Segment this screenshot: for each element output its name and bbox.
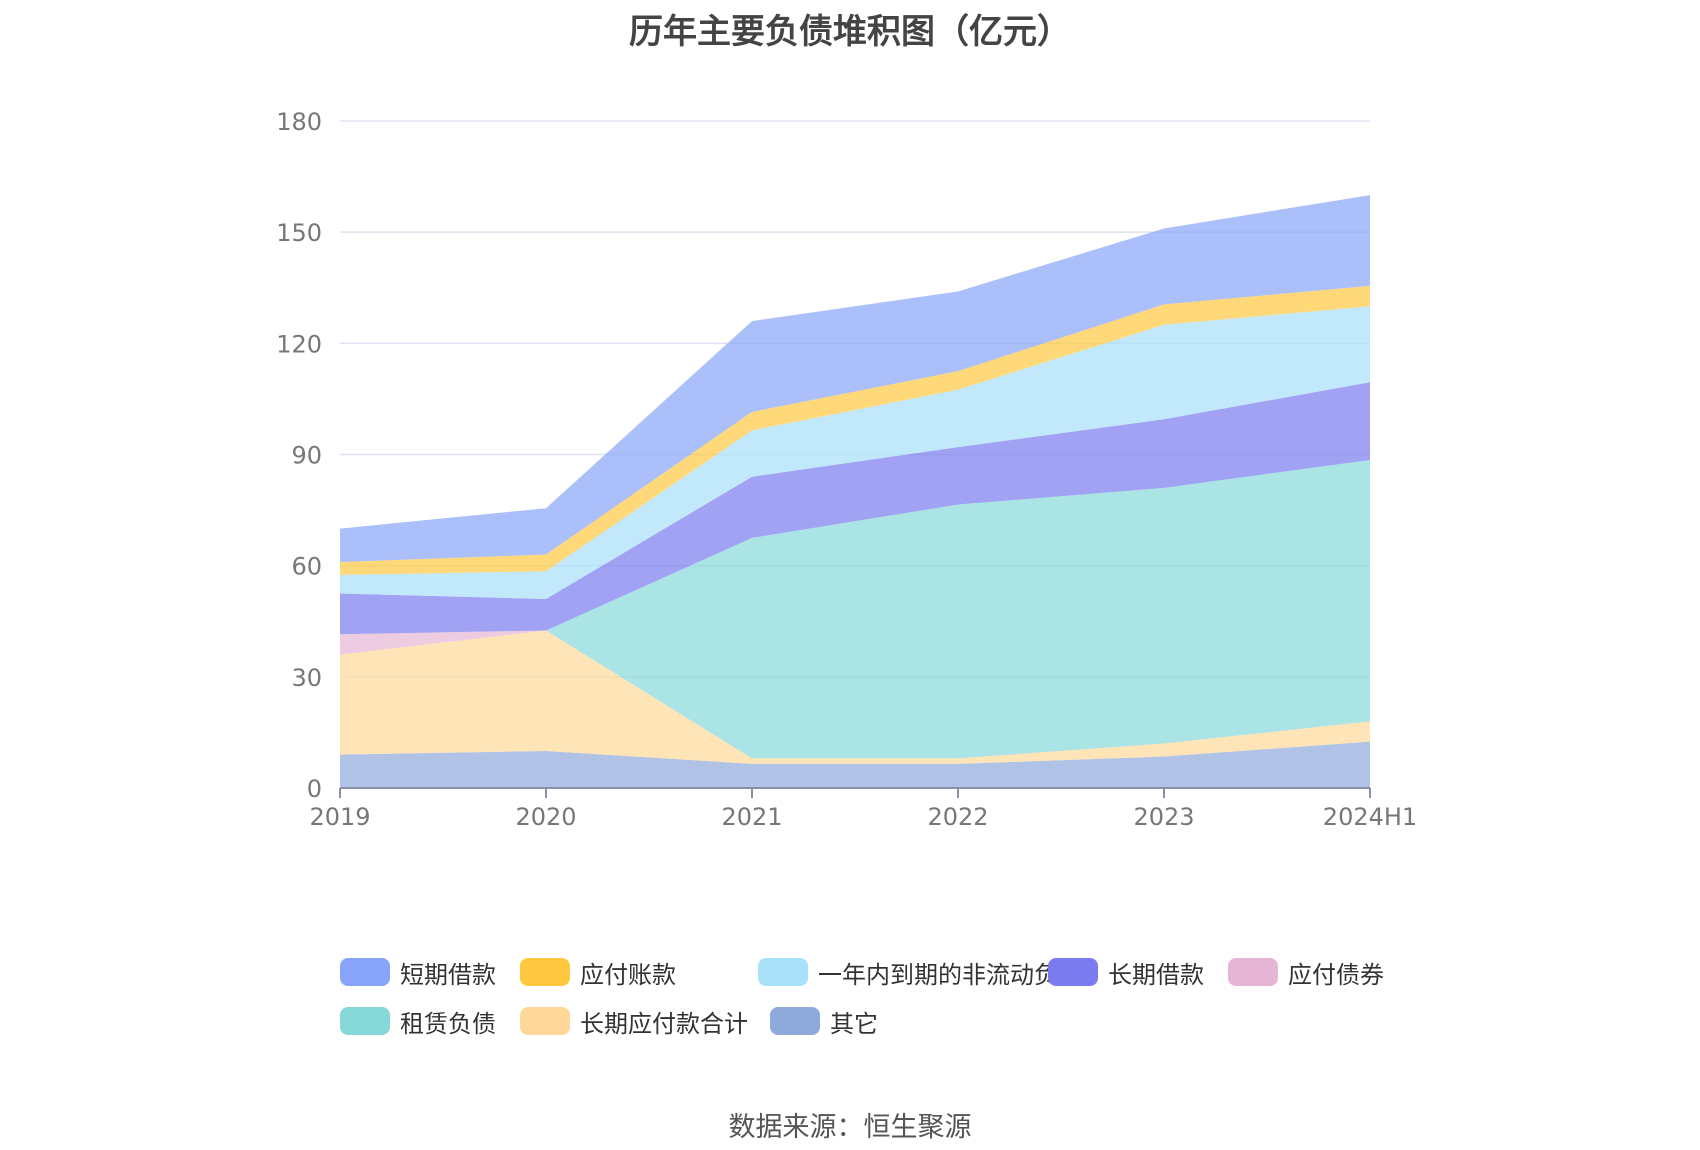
legend-item[interactable]: 一年内到期的非流动负债 bbox=[758, 955, 1082, 989]
y-tick-label: 60 bbox=[291, 553, 322, 581]
y-tick-label: 30 bbox=[291, 664, 322, 692]
x-tick-label: 2020 bbox=[515, 803, 576, 831]
area-series-长期借款 bbox=[340, 382, 1370, 635]
legend-swatch bbox=[758, 958, 808, 986]
legend-swatch bbox=[520, 1007, 570, 1035]
legend-item[interactable]: 长期借款 bbox=[1048, 955, 1204, 989]
y-tick-label: 90 bbox=[291, 442, 322, 470]
legend-label: 应付账款 bbox=[580, 960, 676, 989]
area-series-长期应付款合计 bbox=[340, 630, 1370, 764]
area-series-其它 bbox=[340, 741, 1370, 788]
legend-label: 长期应付款合计 bbox=[580, 1009, 748, 1038]
legend-swatch bbox=[1048, 958, 1098, 986]
area-series-短期借款 bbox=[340, 195, 1370, 562]
x-tick-label: 2023 bbox=[1133, 803, 1194, 831]
legend-swatch bbox=[340, 1007, 390, 1035]
legend-swatch bbox=[520, 958, 570, 986]
x-tick-label: 2021 bbox=[721, 803, 782, 831]
legend-label: 长期借款 bbox=[1108, 960, 1204, 989]
legend-label: 租赁负债 bbox=[400, 1009, 496, 1038]
data-source: 数据来源：恒生聚源 bbox=[728, 1112, 972, 1143]
y-tick-label: 150 bbox=[276, 219, 322, 247]
area-series-应付债券 bbox=[340, 460, 1370, 655]
area-series-应付账款 bbox=[340, 285, 1370, 575]
legend-swatch bbox=[340, 958, 390, 986]
legend-label: 其它 bbox=[830, 1009, 878, 1038]
axes: 0 30 60 90 120 150 180 2019 2020 2021 2022 2023 2024… bbox=[276, 108, 1417, 831]
legend-item[interactable]: 短期借款 bbox=[340, 955, 496, 989]
legend-swatch bbox=[770, 1007, 820, 1035]
legend-item[interactable]: 应付债券 bbox=[1228, 955, 1384, 989]
area-series-租赁负债 bbox=[340, 460, 1370, 759]
y-tick-label: 0 bbox=[307, 775, 322, 803]
chart-title: 历年主要负债堆积图（亿元） bbox=[629, 12, 1071, 52]
area-series-一年内到期的非流动负债 bbox=[340, 306, 1370, 600]
y-tick-label: 180 bbox=[276, 108, 322, 136]
legend-item[interactable]: 租赁负债 bbox=[340, 1004, 496, 1038]
legend-item[interactable]: 应付账款 bbox=[520, 955, 676, 989]
area-layers bbox=[340, 195, 1370, 788]
x-tick-label: 2019 bbox=[309, 803, 370, 831]
legend-item[interactable]: 长期应付款合计 bbox=[520, 1004, 748, 1038]
legend-item[interactable]: 其它 bbox=[770, 1004, 878, 1038]
legend-label: 短期借款 bbox=[400, 960, 496, 989]
x-tick-label: 2024H1 bbox=[1323, 803, 1417, 831]
legend-label: 一年内到期的非流动负债 bbox=[818, 960, 1082, 989]
legend-swatch bbox=[1228, 958, 1278, 986]
stacked-area-chart: 0 30 60 90 120 150 180 2019 2020 2021 2022 2023 2024… bbox=[276, 108, 1417, 831]
y-tick-label: 120 bbox=[276, 330, 322, 358]
legend-label: 应付债券 bbox=[1288, 960, 1384, 989]
x-tick-label: 2022 bbox=[927, 803, 988, 831]
